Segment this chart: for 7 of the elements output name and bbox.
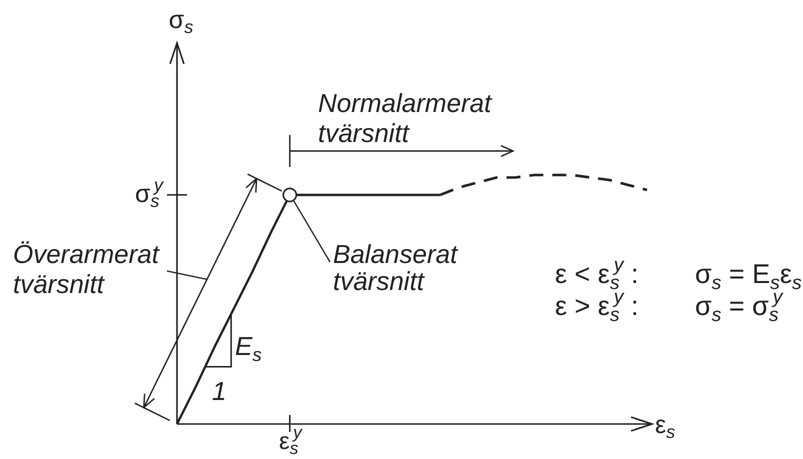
annotation: E$_{s}$ xyxy=(235,331,262,365)
text: Överarmerat tvärsnitt xyxy=(13,239,161,299)
text: σ$_{s}$ xyxy=(168,6,194,38)
annotation: 1 xyxy=(212,376,226,406)
x-axis-title: ε$_{s}$ xyxy=(655,411,676,442)
annotation: Balanserat tvärsnitt xyxy=(333,239,460,296)
text: Normalarmerat tvärsnitt xyxy=(318,88,494,148)
